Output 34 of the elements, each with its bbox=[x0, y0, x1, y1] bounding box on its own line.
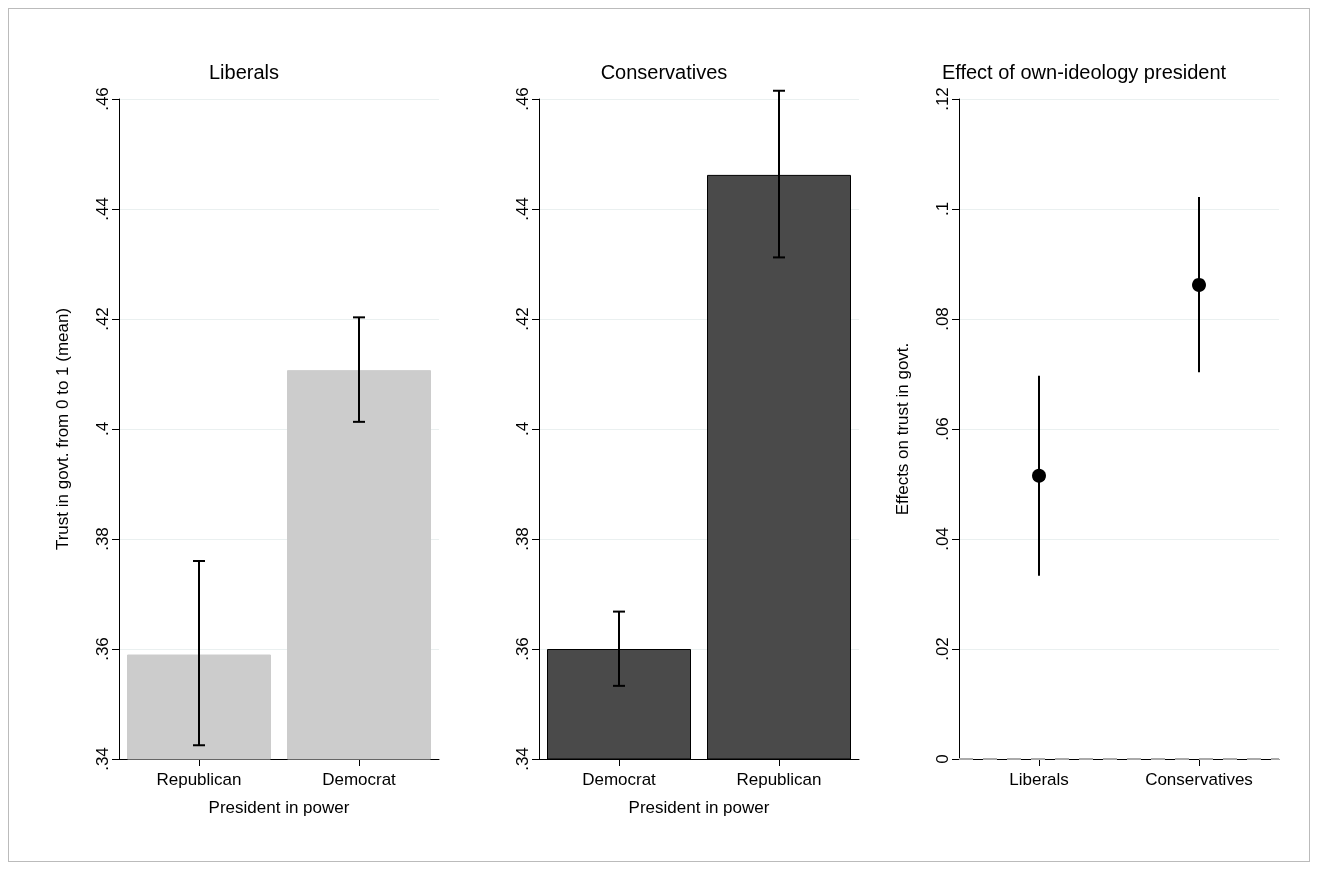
x-tick-label: Liberals bbox=[1009, 770, 1069, 789]
y-tick-label: .4 bbox=[93, 421, 112, 437]
y-tick-label: 0 bbox=[933, 754, 952, 764]
y-tick-label: .42 bbox=[513, 307, 532, 331]
x-tick-label: Conservatives bbox=[1145, 770, 1253, 789]
y-tick-label: .38 bbox=[93, 527, 112, 551]
chart-title: Liberals bbox=[208, 61, 280, 83]
y-tick-label: .4 bbox=[513, 421, 532, 437]
y-tick-label: .08 bbox=[933, 307, 952, 331]
y-tick-label: .44 bbox=[93, 197, 112, 221]
chart-title: Conservatives bbox=[600, 61, 728, 83]
x-axis-title: President in power bbox=[628, 798, 770, 817]
y-axis-title: Trust in govt. from 0 to 1 (mean) bbox=[53, 307, 72, 551]
y-tick-label: .46 bbox=[513, 87, 532, 111]
y-tick-label: .02 bbox=[933, 637, 952, 661]
y-tick-label: .38 bbox=[513, 527, 532, 551]
y-tick-label: .34 bbox=[513, 747, 532, 771]
y-tick-label: .06 bbox=[933, 417, 952, 441]
y-tick-label: .46 bbox=[93, 87, 112, 111]
y-tick-label: .12 bbox=[933, 87, 952, 111]
y-axis-title: Effects on trust in govt. bbox=[893, 342, 912, 516]
y-tick-label: .1 bbox=[933, 201, 952, 217]
y-tick-label: .34 bbox=[93, 747, 112, 771]
x-tick-label: Republican bbox=[156, 770, 242, 789]
x-tick-label: Republican bbox=[736, 770, 822, 789]
x-axis-title: President in power bbox=[208, 798, 350, 817]
x-tick-label: Democrat bbox=[582, 770, 657, 789]
y-tick-label: .36 bbox=[93, 637, 112, 661]
y-tick-label: .42 bbox=[93, 307, 112, 331]
y-tick-label: .44 bbox=[513, 197, 532, 221]
x-tick-label: Democrat bbox=[322, 770, 397, 789]
y-tick-label: .36 bbox=[513, 637, 532, 661]
y-tick-label: .04 bbox=[933, 527, 952, 551]
chart-title: Effect of own-ideology president bbox=[941, 61, 1227, 83]
